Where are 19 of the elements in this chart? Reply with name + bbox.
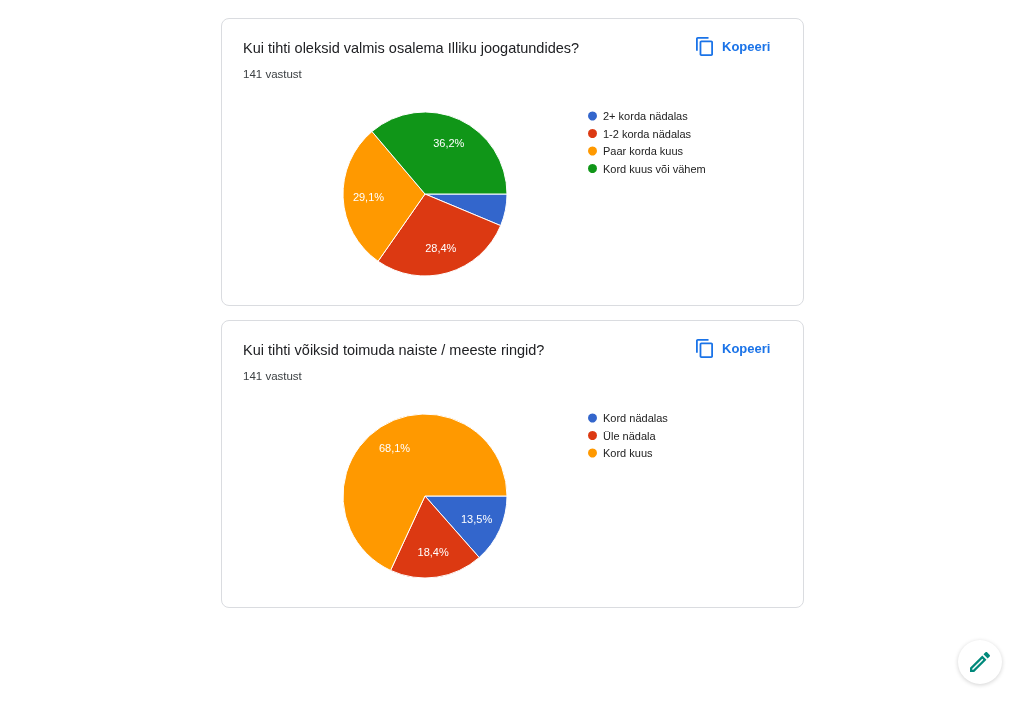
copy-label: Kopeeri xyxy=(722,38,771,54)
data-label: 13,5% xyxy=(460,513,493,526)
data-label: 36,2% xyxy=(433,136,465,149)
legend-label: 2+ korda nädalas xyxy=(603,110,689,122)
legend-label: 1-2 korda nädalas xyxy=(603,127,692,140)
data-label: 29,1% xyxy=(352,190,385,203)
chart-subtitle: 141 vastust xyxy=(243,68,303,80)
legend-label: Paar korda kuus xyxy=(603,145,684,157)
copy-label: Kopeeri xyxy=(722,340,771,356)
data-label: 28,4% xyxy=(425,242,457,255)
data-label: 68,1% xyxy=(378,442,411,455)
chart-title: Kui tihti võiksid toimuda naiste / meeste ringid? xyxy=(243,342,545,358)
chart-subtitle: 141 vastust xyxy=(243,370,303,382)
legend-label: Kord kuus xyxy=(603,447,654,459)
legend-label: Kord nädalas xyxy=(603,412,669,424)
chart-title: Kui tihti oleksid valmis osalema Illiku joogatundides? xyxy=(243,40,580,56)
legend-label: Kord kuus või vähem xyxy=(603,162,706,175)
legend-label: Üle nädala xyxy=(603,429,657,442)
data-label: 18,4% xyxy=(417,545,449,558)
